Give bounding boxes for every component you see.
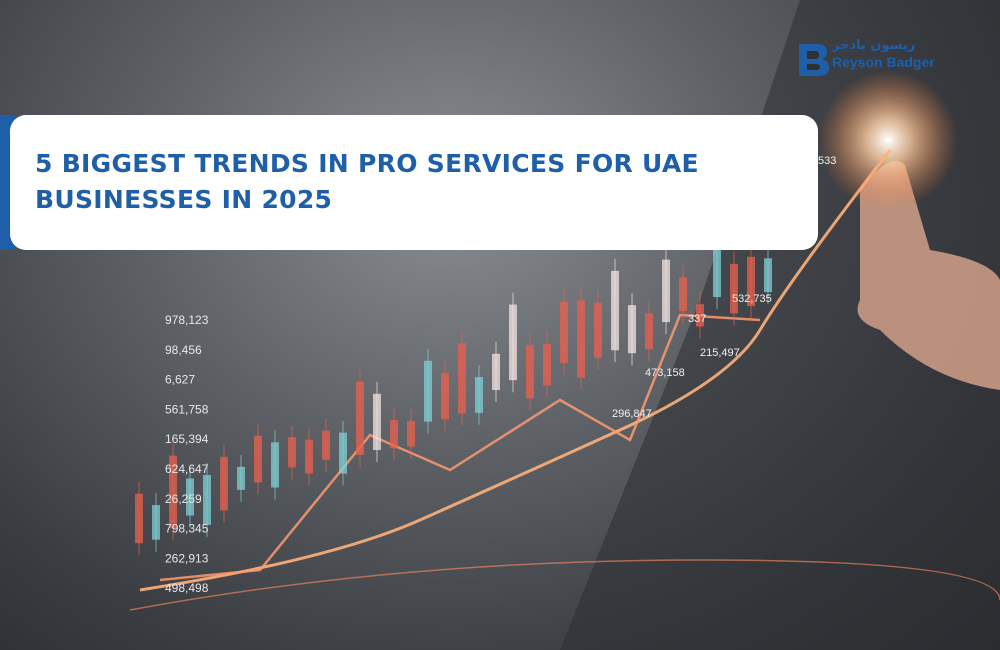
candle-body xyxy=(509,304,517,381)
floating-label: 532,735 xyxy=(732,293,772,305)
candle-body xyxy=(271,442,279,488)
candle-body xyxy=(186,478,194,516)
candle-body xyxy=(169,455,177,529)
candle-body xyxy=(237,466,245,490)
candle-body xyxy=(560,301,568,363)
candle-body xyxy=(764,258,772,293)
floating-label: 337 xyxy=(688,313,706,325)
axis-label: 165,394 xyxy=(165,432,209,446)
title-banner xyxy=(10,115,818,250)
wave-line xyxy=(129,559,1000,611)
axis-label: 498,498 xyxy=(165,581,209,595)
floating-label: 473,158 xyxy=(645,367,685,379)
candle-body xyxy=(407,421,415,447)
candle-body xyxy=(373,393,381,450)
candle-body xyxy=(662,259,670,323)
candle-body xyxy=(288,437,296,468)
trend-line xyxy=(139,149,892,592)
candle-body xyxy=(679,277,687,312)
logo-icon xyxy=(799,44,829,76)
candle-body xyxy=(390,420,398,449)
axis-label: 26,259 xyxy=(165,492,202,506)
candle-body xyxy=(203,475,211,525)
axis-label: 978,123 xyxy=(165,313,209,327)
candle-body xyxy=(492,353,500,391)
axis-label: 561,758 xyxy=(165,402,209,416)
floating-label: 215,497 xyxy=(700,347,740,359)
axis-label: 98,456 xyxy=(165,343,202,357)
candle-body xyxy=(611,270,619,351)
candle-body xyxy=(747,256,755,307)
candle-body xyxy=(594,302,602,358)
logo-arabic: ريسون بادجر xyxy=(832,38,916,53)
candle-body xyxy=(696,304,704,327)
candle-body xyxy=(577,300,585,378)
candle-body xyxy=(152,505,160,540)
axis-label: 6,627 xyxy=(165,373,195,387)
title: 5 BIGGEST TRENDS IN PRO SERVICES FOR UAE… xyxy=(35,149,699,214)
candle-body xyxy=(424,360,432,422)
candle-body xyxy=(458,343,466,414)
candles xyxy=(135,232,772,556)
candle-body xyxy=(356,381,364,455)
candle-body xyxy=(628,305,636,354)
logo-name: Reyson Badger xyxy=(832,54,935,70)
candle-body xyxy=(543,344,551,386)
axis-label: 798,345 xyxy=(165,522,209,536)
labels: 978,123 98,456 6,627 561,758 165,394 624,647 2… xyxy=(165,155,836,595)
candle-body xyxy=(339,432,347,474)
candle-body xyxy=(305,439,313,474)
light-glow xyxy=(818,70,958,210)
candle-body xyxy=(645,313,653,350)
candle-body xyxy=(254,435,262,483)
candle-body xyxy=(713,244,721,298)
axis-label: 262,913 xyxy=(165,551,209,565)
floating-label: 533 xyxy=(818,155,836,167)
axis-label: 624,647 xyxy=(165,462,209,476)
candle-body xyxy=(730,263,738,314)
hand-shape xyxy=(857,160,1000,390)
candle-body xyxy=(135,493,143,544)
trend-line xyxy=(159,313,761,582)
candle-body xyxy=(475,377,483,413)
candle-body xyxy=(526,345,534,399)
candle-body xyxy=(220,456,228,511)
candle-body xyxy=(441,372,449,420)
candle-body xyxy=(322,430,330,460)
floating-label: 296,847 xyxy=(612,408,652,420)
